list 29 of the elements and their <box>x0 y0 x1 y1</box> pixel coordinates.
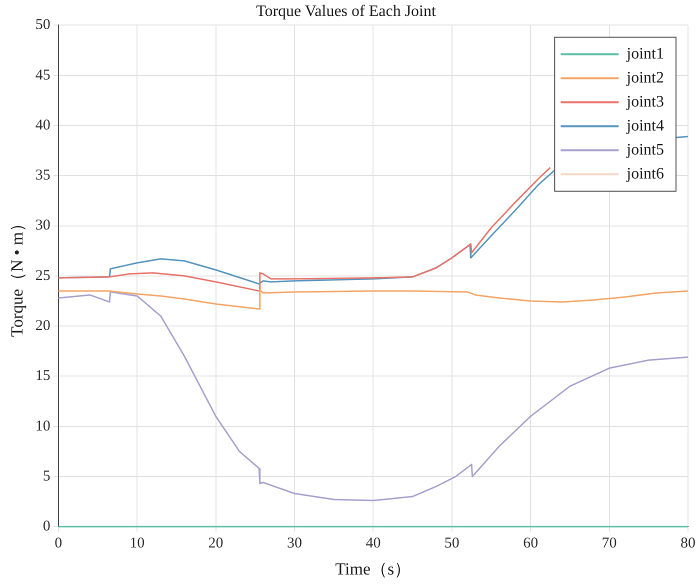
legend-label: joint5 <box>626 141 664 158</box>
y-tick-label: 5 <box>42 468 50 484</box>
x-tick-label: 20 <box>208 536 224 552</box>
legend-label: joint6 <box>626 165 664 182</box>
x-tick-label: 80 <box>680 536 696 552</box>
x-tick-label: 70 <box>602 536 617 552</box>
legend-label: joint4 <box>626 117 664 134</box>
chart-title: Torque Values of Each Joint <box>256 2 436 20</box>
y-tick-label: 15 <box>35 368 50 384</box>
y-tick-label: 50 <box>35 17 50 34</box>
y-tick-label: 0 <box>42 518 50 535</box>
y-tick-label: 30 <box>35 218 50 234</box>
x-tick-label: 30 <box>287 536 302 552</box>
legend-label: joint3 <box>626 93 664 110</box>
legend-label: joint1 <box>626 45 664 62</box>
legend-label: joint2 <box>626 69 664 86</box>
x-tick-label: 60 <box>523 536 538 552</box>
y-tick-label: 25 <box>35 268 50 284</box>
x-axis-title: Time（s） <box>335 559 412 578</box>
y-axis-title: Torque（N • m） <box>8 214 27 337</box>
y-tick-label: 20 <box>35 318 50 334</box>
x-tick-label: 40 <box>366 536 381 552</box>
x-tick-label: 50 <box>444 536 460 552</box>
x-tick-label: 0 <box>54 536 62 552</box>
y-tick-label: 10 <box>35 418 50 434</box>
y-tick-label: 40 <box>35 117 50 134</box>
x-tick-label: 10 <box>130 536 145 552</box>
y-tick-label: 35 <box>35 168 50 184</box>
y-tick-label: 45 <box>35 67 50 84</box>
